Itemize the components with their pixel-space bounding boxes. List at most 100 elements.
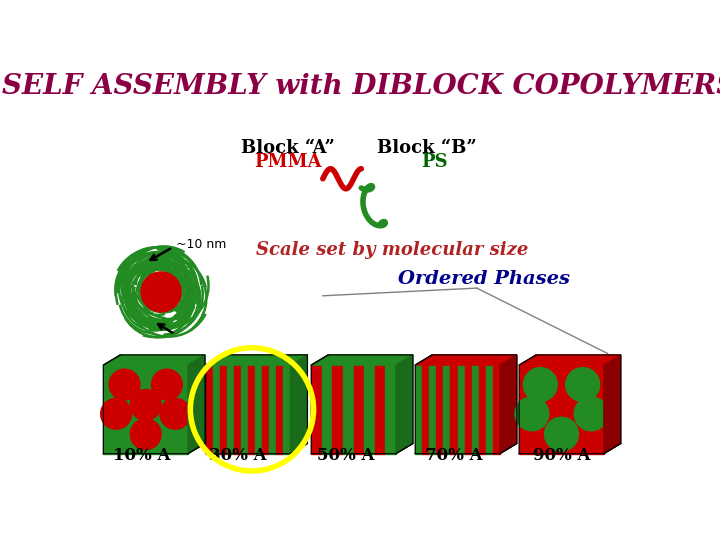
Polygon shape xyxy=(290,355,307,454)
Polygon shape xyxy=(213,355,237,365)
Bar xyxy=(255,365,262,454)
Text: Block “B”: Block “B” xyxy=(377,139,477,157)
Bar xyxy=(479,365,486,454)
Polygon shape xyxy=(500,355,517,454)
Text: SELF ASSEMBLY with DIBLOCK COPOLYMERS: SELF ASSEMBLY with DIBLOCK COPOLYMERS xyxy=(2,73,720,100)
Bar xyxy=(364,365,375,454)
Circle shape xyxy=(130,389,161,420)
Polygon shape xyxy=(415,355,439,365)
Bar xyxy=(444,365,451,454)
Bar xyxy=(322,365,333,454)
Polygon shape xyxy=(343,355,371,365)
Polygon shape xyxy=(519,355,621,365)
Polygon shape xyxy=(444,355,467,365)
Polygon shape xyxy=(333,355,360,365)
Bar xyxy=(227,365,234,454)
Bar xyxy=(343,365,354,454)
Bar xyxy=(311,365,322,454)
Text: PS: PS xyxy=(421,153,448,171)
Bar xyxy=(451,365,457,454)
Polygon shape xyxy=(354,355,381,365)
Bar xyxy=(519,365,604,454)
Bar xyxy=(472,365,479,454)
Polygon shape xyxy=(464,355,489,365)
Bar xyxy=(333,365,343,454)
Bar xyxy=(354,365,364,454)
Polygon shape xyxy=(311,355,413,365)
Bar xyxy=(269,365,276,454)
Polygon shape xyxy=(375,355,402,365)
Polygon shape xyxy=(486,355,510,365)
Polygon shape xyxy=(188,355,205,454)
Text: 70% A: 70% A xyxy=(425,448,482,464)
Circle shape xyxy=(109,369,140,400)
Circle shape xyxy=(151,369,182,400)
Circle shape xyxy=(141,272,181,312)
Circle shape xyxy=(130,418,161,450)
Bar xyxy=(429,365,436,454)
Bar xyxy=(464,365,472,454)
Bar xyxy=(457,365,464,454)
Polygon shape xyxy=(385,355,413,365)
Bar xyxy=(104,365,188,454)
Bar xyxy=(241,365,248,454)
Text: PMMA: PMMA xyxy=(254,153,322,171)
Bar xyxy=(436,365,444,454)
Polygon shape xyxy=(604,355,621,454)
Polygon shape xyxy=(206,355,307,365)
Bar xyxy=(415,365,422,454)
Polygon shape xyxy=(311,355,339,365)
Circle shape xyxy=(544,417,578,451)
Circle shape xyxy=(566,368,600,402)
Polygon shape xyxy=(241,355,265,365)
Text: 90% A: 90% A xyxy=(533,448,590,464)
Polygon shape xyxy=(479,355,503,365)
Bar xyxy=(276,365,284,454)
Polygon shape xyxy=(262,355,287,365)
Polygon shape xyxy=(104,355,205,365)
Polygon shape xyxy=(457,355,482,365)
Polygon shape xyxy=(322,355,349,365)
Bar xyxy=(385,365,396,454)
Polygon shape xyxy=(472,355,495,365)
Text: Block “A”: Block “A” xyxy=(241,139,335,157)
Polygon shape xyxy=(206,355,230,365)
Bar xyxy=(206,365,213,454)
Bar xyxy=(234,365,241,454)
Polygon shape xyxy=(364,355,392,365)
Polygon shape xyxy=(493,355,517,365)
Polygon shape xyxy=(284,355,307,365)
Bar xyxy=(486,365,493,454)
Circle shape xyxy=(101,399,132,429)
Bar xyxy=(220,365,227,454)
Circle shape xyxy=(160,399,191,429)
Polygon shape xyxy=(429,355,454,365)
Bar xyxy=(262,365,269,454)
Polygon shape xyxy=(248,355,272,365)
Bar xyxy=(248,365,255,454)
Polygon shape xyxy=(227,355,251,365)
Text: 10% A: 10% A xyxy=(113,448,171,464)
Bar xyxy=(375,365,385,454)
Polygon shape xyxy=(220,355,244,365)
Polygon shape xyxy=(451,355,474,365)
Bar xyxy=(284,365,290,454)
Text: Scale set by molecular size: Scale set by molecular size xyxy=(256,241,528,259)
Bar xyxy=(422,365,429,454)
Text: Ordered Phases: Ordered Phases xyxy=(398,270,570,288)
Circle shape xyxy=(523,368,557,402)
Polygon shape xyxy=(396,355,413,454)
Circle shape xyxy=(575,397,608,431)
Polygon shape xyxy=(269,355,293,365)
Circle shape xyxy=(515,397,549,431)
Bar xyxy=(213,365,220,454)
Polygon shape xyxy=(276,355,300,365)
Polygon shape xyxy=(436,355,460,365)
Bar xyxy=(493,365,500,454)
Polygon shape xyxy=(422,355,446,365)
Polygon shape xyxy=(255,355,279,365)
Text: 50% A: 50% A xyxy=(317,448,374,464)
Text: ~10 nm: ~10 nm xyxy=(176,238,227,251)
Polygon shape xyxy=(234,355,258,365)
Text: 30% A: 30% A xyxy=(210,448,267,464)
